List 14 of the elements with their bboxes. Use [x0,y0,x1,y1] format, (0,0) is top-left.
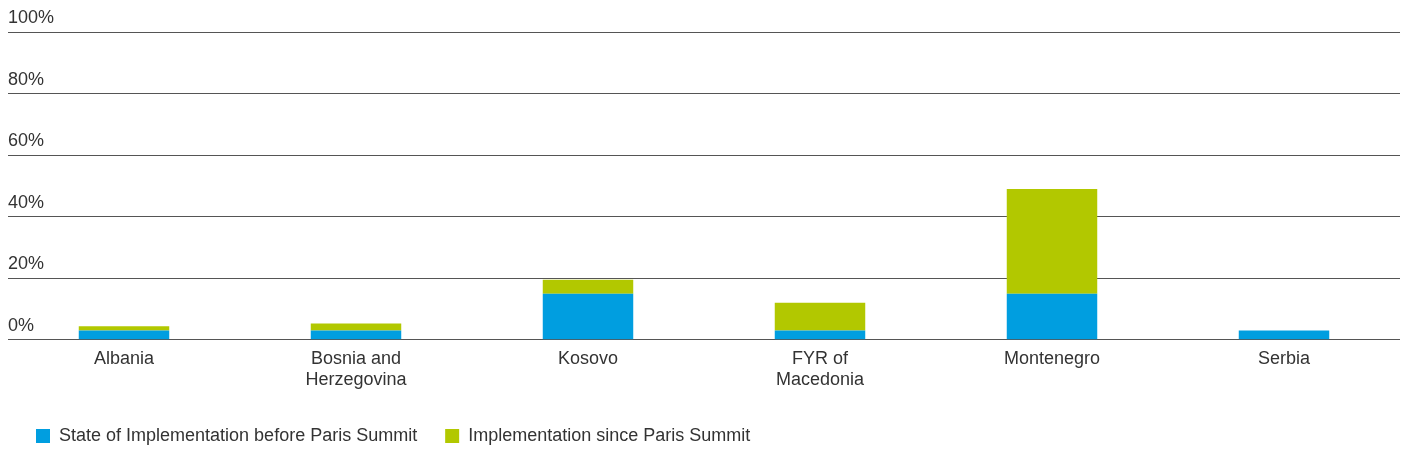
x-tick-label: Montenegro [1003,347,1101,368]
y-tick-label: 60% [8,130,45,151]
x-tick-label: Serbia [1257,347,1311,368]
x-tick-label: FYR of Macedonia [775,347,866,390]
y-tick-label: 20% [8,253,45,274]
y-tick-label: 0% [8,314,35,335]
y-tick-label: 80% [8,68,45,89]
legend-label: Implementation since Paris Summit [468,424,751,445]
x-tick-label: Kosovo [557,347,619,368]
x-tick-label: Albania [93,347,156,368]
x-tick-label: Bosnia and Herzegovina [305,347,408,390]
legend-label: State of Implementation before Paris Summit [59,424,418,445]
y-tick-label: 100% [8,6,55,27]
y-tick-label: 40% [8,191,45,212]
